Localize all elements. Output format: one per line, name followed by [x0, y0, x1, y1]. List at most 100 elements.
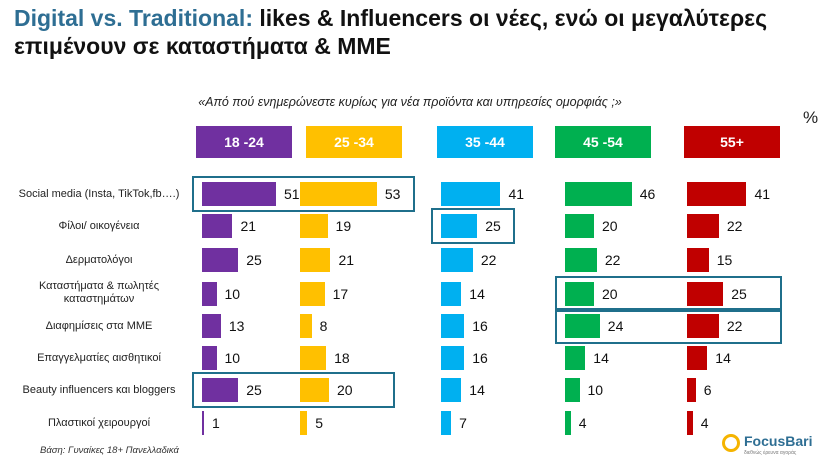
data-label: 25 — [246, 382, 262, 398]
data-label: 13 — [228, 318, 245, 334]
age-group-header: 55+ — [684, 126, 780, 158]
data-label: 53 — [384, 186, 401, 202]
data-label: 22 — [604, 252, 621, 268]
percent-unit: % — [803, 108, 819, 127]
bar — [441, 282, 462, 306]
data-label: 14 — [469, 382, 485, 398]
data-label: 19 — [335, 218, 352, 234]
bar — [687, 378, 696, 402]
logo-brand: FocusBari — [744, 433, 813, 449]
age-group-header: 18 -24 — [196, 126, 292, 158]
bar — [300, 248, 331, 272]
data-label: 4 — [578, 415, 587, 431]
data-label: 25 — [731, 286, 747, 302]
category-label: Πλαστικοί χειρουργοί — [47, 417, 151, 429]
bar — [202, 182, 276, 206]
bar — [300, 378, 329, 402]
data-label: 22 — [726, 318, 743, 334]
data-label: 7 — [459, 415, 467, 431]
data-label: 21 — [240, 218, 257, 234]
data-label: 14 — [715, 350, 731, 366]
bar — [565, 182, 632, 206]
data-label: 22 — [726, 218, 743, 234]
data-label: 24 — [607, 318, 624, 334]
category-label: Φίλοι/ οικογένεια — [58, 220, 140, 232]
data-label: 16 — [472, 318, 488, 334]
bar — [687, 248, 709, 272]
highlight-box — [555, 276, 782, 312]
bar — [300, 182, 377, 206]
data-label: 15 — [716, 252, 733, 268]
bar — [687, 411, 693, 435]
data-label: 1 — [212, 415, 220, 431]
data-label: 25 — [485, 218, 501, 234]
focusbari-logo: FocusBari διεθνώς έρευνα αγοράς — [722, 432, 818, 460]
logo-ring-icon — [722, 434, 740, 452]
data-label: 10 — [587, 382, 604, 398]
question-subtitle: «Από πού ενημερώνεστε κυρίως για νέα προ… — [198, 95, 622, 109]
bar — [300, 282, 325, 306]
base-note: Βάση: Γυναίκες 18+ Πανελλαδικά — [40, 445, 179, 456]
data-label: 16 — [472, 350, 488, 366]
bar — [565, 314, 600, 338]
bar — [687, 214, 719, 238]
bar — [202, 214, 233, 238]
bar — [441, 182, 501, 206]
bar — [687, 314, 719, 338]
bar — [202, 346, 217, 370]
bar — [565, 214, 594, 238]
data-label: 25 — [246, 252, 262, 268]
bar — [202, 314, 221, 338]
bar — [687, 346, 708, 370]
data-label: 20 — [602, 286, 618, 302]
bar — [565, 248, 597, 272]
bar — [202, 378, 239, 402]
data-label: 21 — [338, 252, 355, 268]
bar — [441, 346, 465, 370]
category-label: Beauty influencers και bloggers — [22, 384, 176, 396]
category-label: Social media (Insta, TikTok,fb….) — [18, 188, 180, 200]
age-group-header: 25 -34 — [306, 126, 402, 158]
data-label: 6 — [703, 382, 712, 398]
category-label: Επαγγελματίες αισθητικοί — [37, 352, 161, 364]
bar — [565, 282, 594, 306]
age-group-header: 35 -44 — [437, 126, 533, 158]
age-group-header: 45 -54 — [555, 126, 651, 158]
highlight-box — [192, 176, 415, 212]
category-label: Καταστήματα & πωλητές καταστημάτων — [38, 280, 160, 305]
bar — [441, 378, 462, 402]
bar — [565, 411, 571, 435]
data-label: 10 — [224, 350, 241, 366]
title-rest: likes & Influencers οι νέες, ενώ οι μεγα… — [252, 5, 768, 31]
bar — [565, 346, 586, 370]
bar — [300, 314, 312, 338]
bar — [202, 411, 204, 435]
data-label: 20 — [337, 382, 353, 398]
data-label: 17 — [332, 286, 349, 302]
bar — [441, 214, 478, 238]
data-label: 8 — [319, 318, 328, 334]
data-label: 46 — [639, 186, 656, 202]
data-label: 22 — [480, 252, 497, 268]
data-label: 14 — [469, 286, 485, 302]
data-label: 51 — [283, 186, 300, 202]
bar — [441, 248, 473, 272]
highlight-box — [431, 208, 516, 244]
highlight-box — [192, 372, 395, 408]
category-label: Δερματολόγοι — [65, 254, 133, 266]
page-title: Digital vs. Traditional: likes & Influen… — [14, 4, 814, 60]
data-label: 5 — [315, 415, 324, 431]
title-accent: Digital vs. Traditional: — [14, 5, 253, 31]
bar — [300, 411, 308, 435]
bar — [300, 346, 327, 370]
data-label: 10 — [224, 286, 241, 302]
data-label: 41 — [754, 186, 771, 202]
bar — [687, 282, 724, 306]
data-label: 41 — [508, 186, 525, 202]
highlight-box — [555, 308, 782, 344]
bar — [441, 411, 452, 435]
data-label: 18 — [334, 350, 350, 366]
bar — [687, 182, 747, 206]
bar — [202, 282, 217, 306]
data-label: 4 — [700, 415, 709, 431]
